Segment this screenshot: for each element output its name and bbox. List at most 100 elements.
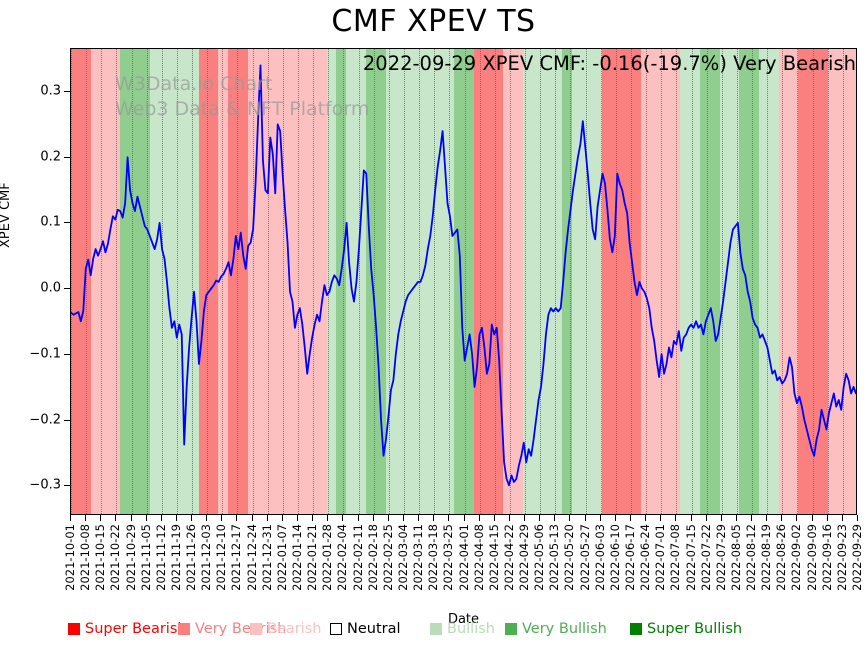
- sentiment-band: [90, 49, 101, 514]
- sentiment-band: [483, 49, 494, 514]
- x-tick-mark: [811, 515, 813, 521]
- legend-item[interactable]: Super Bullish: [630, 620, 742, 638]
- x-tick-label: 2022-01-14: [290, 524, 305, 591]
- chart-title: CMF XPEV TS: [331, 4, 536, 39]
- sentiment-band: [582, 49, 592, 514]
- sentiment-band: [473, 49, 484, 514]
- x-tick-label: 2022-02-25: [380, 524, 395, 591]
- x-tick-label: 2022-04-08: [471, 524, 486, 591]
- legend-item[interactable]: Very Bearish: [178, 620, 286, 638]
- sentiment-band: [257, 49, 268, 514]
- x-tick-label: 2021-10-15: [93, 524, 108, 591]
- legend-item[interactable]: Bullish: [430, 620, 495, 638]
- x-tick-label: 2022-09-02: [789, 524, 804, 591]
- sentiment-band: [591, 49, 602, 514]
- sentiment-band: [601, 49, 612, 514]
- x-tick-mark: [85, 515, 87, 521]
- sentiment-band: [464, 49, 474, 514]
- legend-item[interactable]: Very Bullish: [505, 620, 607, 638]
- sentiment-band: [395, 49, 406, 514]
- x-tick-mark: [826, 515, 828, 521]
- sentiment-band: [572, 49, 583, 514]
- legend-swatch: [505, 623, 517, 635]
- sentiment-band: [287, 49, 298, 514]
- sentiment-band: [375, 49, 386, 514]
- watermark-line-2: Web3 Data & NFT Platform: [115, 98, 370, 120]
- x-tick-mark: [402, 515, 404, 521]
- x-tick-mark: [629, 515, 631, 521]
- x-tick-mark: [599, 515, 601, 521]
- legend-swatch: [330, 623, 342, 635]
- sentiment-band: [719, 49, 730, 514]
- legend-item[interactable]: Neutral: [330, 620, 401, 638]
- x-tick-label: 2022-05-06: [532, 524, 547, 591]
- sentiment-band: [129, 49, 140, 514]
- sentiment-band: [405, 49, 415, 514]
- sentiment-band: [120, 49, 130, 514]
- y-tick-label: 0.3: [40, 83, 61, 99]
- x-tick-label: 2021-10-29: [123, 524, 138, 591]
- legend-item[interactable]: Super Bearish: [68, 620, 187, 638]
- x-tick-mark: [524, 515, 526, 521]
- x-tick-mark: [796, 515, 798, 521]
- legend-swatch: [68, 623, 80, 635]
- x-tick-mark: [675, 515, 677, 521]
- x-tick-mark: [751, 515, 753, 521]
- sentiment-band: [159, 49, 170, 514]
- x-tick-mark: [448, 515, 450, 521]
- x-tick-label: 2021-12-24: [244, 524, 259, 591]
- sentiment-band: [729, 49, 740, 514]
- sentiment-band: [513, 49, 524, 514]
- watermark: W3Data.io Chart Web3 Data & NFT Platform: [115, 72, 369, 122]
- x-tick-label: 2022-02-04: [335, 524, 350, 591]
- legend-label: Super Bearish: [85, 621, 187, 637]
- sentiment-band: [454, 49, 465, 514]
- x-tick-mark: [145, 515, 147, 521]
- sentiment-band: [228, 49, 239, 514]
- y-tick-label: −0.3: [29, 477, 61, 493]
- sentiment-band: [827, 49, 838, 514]
- x-tick-label: 2022-07-22: [698, 524, 713, 591]
- x-tick-mark: [781, 515, 783, 521]
- sentiment-band: [739, 49, 750, 514]
- x-tick-label: 2022-09-23: [834, 524, 849, 591]
- sentiment-band: [139, 49, 150, 514]
- sentiment-band: [749, 49, 759, 514]
- x-tick-label: 2022-03-04: [395, 524, 410, 591]
- x-tick-mark: [175, 515, 177, 521]
- x-tick-mark: [297, 515, 299, 521]
- x-tick-mark: [191, 515, 193, 521]
- x-tick-label: 2022-04-29: [517, 524, 532, 591]
- sentiment-band: [680, 49, 691, 514]
- x-tick-label: 2021-11-19: [168, 524, 183, 591]
- sentiment-band: [523, 49, 533, 514]
- sentiment-band: [690, 49, 700, 514]
- sentiment-band: [650, 49, 661, 514]
- x-tick-mark: [266, 515, 268, 521]
- x-tick-mark: [251, 515, 253, 521]
- legend-label: Super Bullish: [647, 621, 743, 637]
- x-tick-label: 2022-07-15: [683, 524, 698, 591]
- sentiment-band: [660, 49, 671, 514]
- sentiment-band: [169, 49, 180, 514]
- legend-label: Neutral: [347, 621, 401, 637]
- x-tick-mark: [554, 515, 556, 521]
- x-tick-label: 2022-08-12: [744, 524, 759, 591]
- x-tick-label: 2021-11-26: [184, 524, 199, 591]
- sentiment-band: [758, 49, 769, 514]
- sentiment-band: [179, 49, 189, 514]
- x-tick-label: 2022-01-28: [320, 524, 335, 591]
- sentiment-band: [768, 49, 779, 514]
- x-tick-mark: [206, 515, 208, 521]
- x-tick-mark: [236, 515, 238, 521]
- sentiment-band: [621, 49, 632, 514]
- x-tick-mark: [418, 515, 420, 521]
- y-tick-label: 0.2: [40, 149, 61, 165]
- sentiment-band: [306, 49, 317, 514]
- legend-item[interactable]: Bearish: [250, 620, 322, 638]
- legend-swatch: [630, 623, 642, 635]
- x-tick-mark: [342, 515, 344, 521]
- x-tick-mark: [372, 515, 374, 521]
- sentiment-band: [709, 49, 720, 514]
